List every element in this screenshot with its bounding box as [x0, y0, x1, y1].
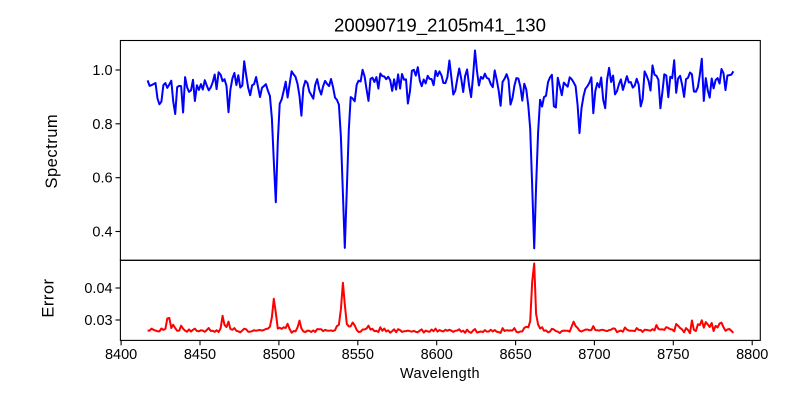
- svg-text:Wavelength: Wavelength: [400, 366, 480, 382]
- svg-text:0.6: 0.6: [92, 171, 112, 187]
- svg-text:8650: 8650: [499, 347, 531, 363]
- svg-text:8600: 8600: [421, 347, 453, 363]
- svg-text:8500: 8500: [263, 347, 295, 363]
- svg-text:8550: 8550: [342, 347, 374, 363]
- svg-text:8800: 8800: [736, 347, 768, 363]
- svg-text:8750: 8750: [657, 347, 689, 363]
- svg-text:0.03: 0.03: [84, 313, 112, 329]
- svg-text:Spectrum: Spectrum: [43, 114, 61, 189]
- svg-text:8400: 8400: [105, 347, 137, 363]
- svg-text:1.0: 1.0: [92, 63, 112, 79]
- svg-text:0.8: 0.8: [92, 117, 112, 133]
- svg-text:0.4: 0.4: [92, 225, 112, 241]
- svg-text:Error: Error: [39, 279, 57, 318]
- svg-text:20090719_2105m41_130: 20090719_2105m41_130: [334, 15, 546, 37]
- svg-text:8450: 8450: [184, 347, 216, 363]
- svg-text:0.04: 0.04: [84, 281, 112, 297]
- svg-text:8700: 8700: [578, 347, 610, 363]
